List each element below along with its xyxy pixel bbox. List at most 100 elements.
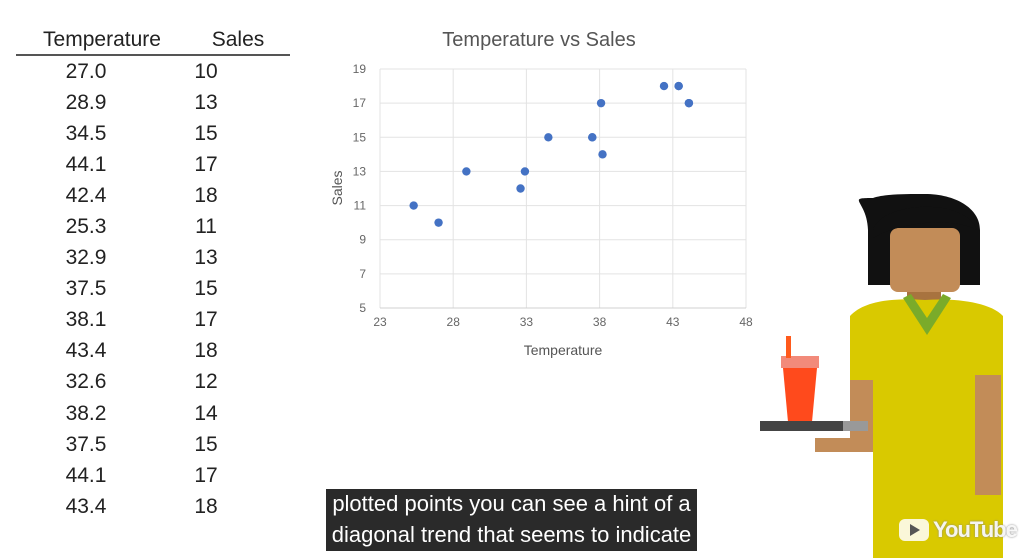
temperature-cell: 25.3 — [65, 215, 107, 239]
scatter-chart: Temperature vs Sales 5 7 9 11 13 15 17 19 23 28 3… — [329, 29, 753, 358]
table-row: 37.5 15 — [16, 429, 290, 460]
left-arm — [815, 380, 873, 452]
table-row: 28.9 13 — [16, 87, 290, 118]
table-row: 43.4 18 — [16, 491, 290, 522]
sales-cell: 15 — [194, 277, 218, 301]
temperature-cell: 43.4 — [65, 339, 107, 363]
temperature-cell: 32.6 — [65, 370, 107, 394]
x-tick-label: 43 — [666, 315, 680, 329]
sales-cell: 17 — [194, 463, 218, 487]
data-point — [598, 150, 607, 159]
data-point — [588, 133, 597, 142]
straw — [786, 336, 791, 358]
table-row: 32.6 12 — [16, 367, 290, 398]
table-row: 38.1 17 — [16, 305, 290, 336]
temperature-cell: 43.4 — [65, 494, 107, 518]
sales-cell: 13 — [194, 90, 218, 114]
x-axis-label: Temperature — [524, 342, 603, 358]
x-axis-ticks: 23 28 33 38 43 48 — [373, 315, 753, 329]
table-row: 37.5 15 — [16, 274, 290, 305]
table-header: Temperature Sales — [16, 26, 290, 56]
data-point — [674, 81, 683, 91]
y-tick-label: 13 — [353, 164, 367, 178]
temperature-cell: 42.4 — [65, 183, 107, 207]
table-row: 32.9 13 — [16, 243, 290, 274]
temperature-cell: 38.2 — [65, 401, 107, 425]
table-row: 25.3 11 — [16, 211, 290, 242]
cup-lid — [781, 356, 819, 368]
temperature-cell: 32.9 — [65, 246, 107, 270]
data-point — [596, 98, 606, 108]
sales-cell: 11 — [195, 215, 217, 239]
data-table: Temperature Sales 27.0 10 28.9 13 34.5 15 44.1… — [16, 26, 290, 522]
table-row: 42.4 18 — [16, 180, 290, 211]
tray — [760, 421, 868, 431]
bangs — [873, 206, 977, 238]
y-axis-label: Sales — [329, 170, 345, 205]
y-tick-label: 15 — [353, 130, 367, 144]
data-point — [462, 167, 471, 176]
data-point — [409, 201, 418, 210]
x-tick-label: 48 — [739, 315, 753, 329]
sales-cell: 18 — [194, 494, 218, 518]
table-row: 43.4 18 — [16, 336, 290, 367]
y-tick-label: 7 — [359, 267, 366, 281]
temperature-cell: 44.1 — [65, 463, 107, 487]
x-tick-label: 38 — [593, 315, 607, 329]
temperature-cell: 44.1 — [65, 152, 107, 176]
y-tick-label: 19 — [353, 62, 367, 76]
y-tick-label: 9 — [359, 233, 366, 247]
sales-cell: 13 — [194, 246, 218, 270]
header-temperature: Temperature — [43, 28, 161, 51]
sales-cell: 18 — [194, 339, 218, 363]
right-arm — [975, 375, 1001, 495]
sales-cell: 18 — [194, 183, 218, 207]
sales-cell: 17 — [194, 152, 218, 176]
face — [890, 228, 960, 292]
sales-cell: 17 — [194, 308, 218, 332]
tray-end — [843, 421, 868, 431]
x-tick-label: 23 — [373, 315, 387, 329]
y-axis-ticks: 5 7 9 11 13 15 17 19 — [353, 62, 367, 315]
sales-cell: 14 — [194, 401, 218, 425]
shirt — [850, 299, 1003, 558]
temperature-cell: 37.5 — [65, 277, 107, 301]
collar — [903, 294, 951, 335]
table-row: 38.2 14 — [16, 398, 290, 429]
sales-cell: 12 — [194, 370, 218, 394]
chart-title: Temperature vs Sales — [442, 29, 635, 51]
data-point — [659, 81, 669, 91]
data-point — [684, 98, 694, 108]
temperature-cell: 37.5 — [65, 432, 107, 456]
temperature-cell: 38.1 — [65, 308, 107, 332]
cup — [783, 368, 817, 422]
data-point — [520, 167, 530, 176]
sales-cell: 10 — [194, 59, 218, 83]
youtube-watermark[interactable]: YouTube — [899, 517, 1018, 543]
data-point — [516, 184, 525, 193]
youtube-wordmark: YouTube — [933, 517, 1018, 542]
y-tick-label: 11 — [354, 199, 367, 213]
sales-cell: 15 — [194, 432, 218, 456]
chart-points — [409, 81, 694, 227]
temperature-cell: 34.5 — [65, 121, 107, 145]
temperature-cell: 28.9 — [65, 90, 107, 114]
table-row: 44.1 17 — [16, 460, 290, 491]
caption-line-2: diagonal trend that seems to indicate — [0, 520, 1023, 551]
temperature-cell: 27.0 — [65, 59, 107, 83]
x-tick-label: 28 — [447, 315, 461, 329]
person-illustration — [760, 194, 1003, 558]
table-row: 44.1 17 — [16, 149, 290, 180]
caption-line-1: plotted points you can see a hint of a — [0, 489, 1023, 520]
table-row: 34.5 15 — [16, 118, 290, 149]
table-row: 27.0 10 — [16, 56, 290, 87]
data-point — [434, 218, 443, 227]
y-tick-label: 5 — [359, 301, 366, 315]
table-body: 27.0 10 28.9 13 34.5 15 44.1 17 42.4 18 25.3 11 32.9… — [16, 56, 290, 522]
header-sales: Sales — [211, 28, 265, 51]
play-icon — [899, 519, 929, 541]
sales-cell: 15 — [194, 121, 218, 145]
x-tick-label: 33 — [520, 315, 534, 329]
y-tick-label: 17 — [353, 96, 367, 110]
data-point — [544, 133, 553, 142]
